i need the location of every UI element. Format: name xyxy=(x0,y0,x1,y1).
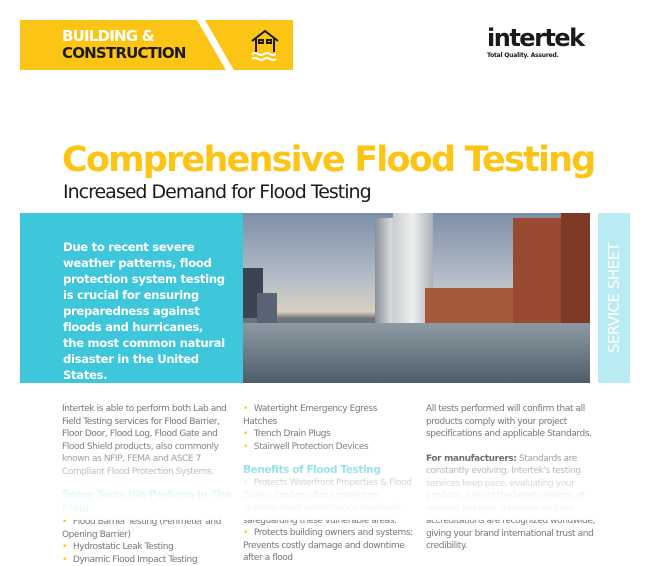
page-subtitle: Increased Demand for Flood Testing xyxy=(63,181,371,203)
column-1: Intertek is able to perform both Lab and… xyxy=(62,403,234,566)
category-banner: BUILDING & CONSTRUCTION xyxy=(20,20,293,70)
list-item: Stairwell Protection Devices xyxy=(243,441,413,454)
col3-paragraph-2: Standards are constantly evolving. Inter… xyxy=(426,454,595,552)
service-sheet-tab: SERVICE SHEET xyxy=(598,213,630,383)
manufacturers-label: For manufacturers: xyxy=(426,454,517,464)
flooded-city-photo xyxy=(243,213,590,383)
col3-paragraph: All tests performed will confirm that al… xyxy=(426,403,602,441)
column-3: All tests performed will confirm that al… xyxy=(426,403,602,553)
col1-heading: Some Tests We Perform in The Field xyxy=(62,488,234,516)
logo-tagline: Total Quality. Assured. xyxy=(487,52,584,60)
banner-line2: CONSTRUCTION xyxy=(62,45,186,61)
column-2: Watertight Emergency Egress Hatches Tren… xyxy=(243,403,413,565)
list-item: Watertight Emergency Egress Hatches xyxy=(243,403,413,428)
col2-heading: Benefits of Flood Testing xyxy=(243,463,413,477)
side-tab-label: SERVICE SHEET xyxy=(605,243,623,353)
list-item: Protects building owners and systems: Pr… xyxy=(243,527,413,565)
page-title: Comprehensive Flood Testing xyxy=(62,140,595,180)
logo-name: intertek xyxy=(487,24,584,52)
intro-box: Due to recent severe weather patterns, f… xyxy=(20,213,243,383)
col1-paragraph: Intertek is able to perform both Lab and… xyxy=(62,403,234,478)
flood-house-icon xyxy=(248,28,282,62)
banner-divider xyxy=(194,15,238,77)
list-item: Hydrostatic Leak Testing xyxy=(62,541,234,554)
list-item: Trench Drain Plugs xyxy=(243,428,413,441)
list-item: Dynamic Flood Impact Testing xyxy=(62,554,234,566)
intertek-logo: intertek Total Quality. Assured. xyxy=(487,24,584,60)
banner-line1: BUILDING & xyxy=(62,28,154,44)
